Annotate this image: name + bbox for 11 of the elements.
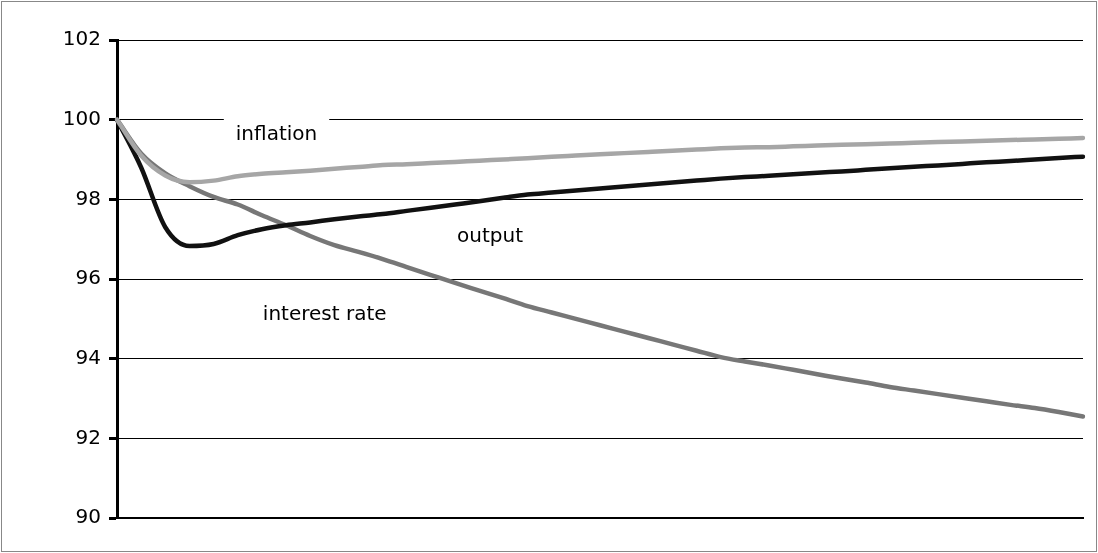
y-tick-label: 96 xyxy=(75,265,101,290)
y-tick-label: 98 xyxy=(75,185,101,210)
y-tick-label: 100 xyxy=(62,105,101,130)
line-series xyxy=(114,117,1086,185)
y-tick-label: 90 xyxy=(75,504,101,529)
series-label: inflation xyxy=(235,121,318,146)
series-label: output xyxy=(457,222,524,247)
y-tick-label: 92 xyxy=(75,424,101,449)
y-tick-label: 102 xyxy=(62,26,101,51)
series-label: interest rate xyxy=(262,300,387,325)
y-tick-label: 94 xyxy=(75,344,101,369)
